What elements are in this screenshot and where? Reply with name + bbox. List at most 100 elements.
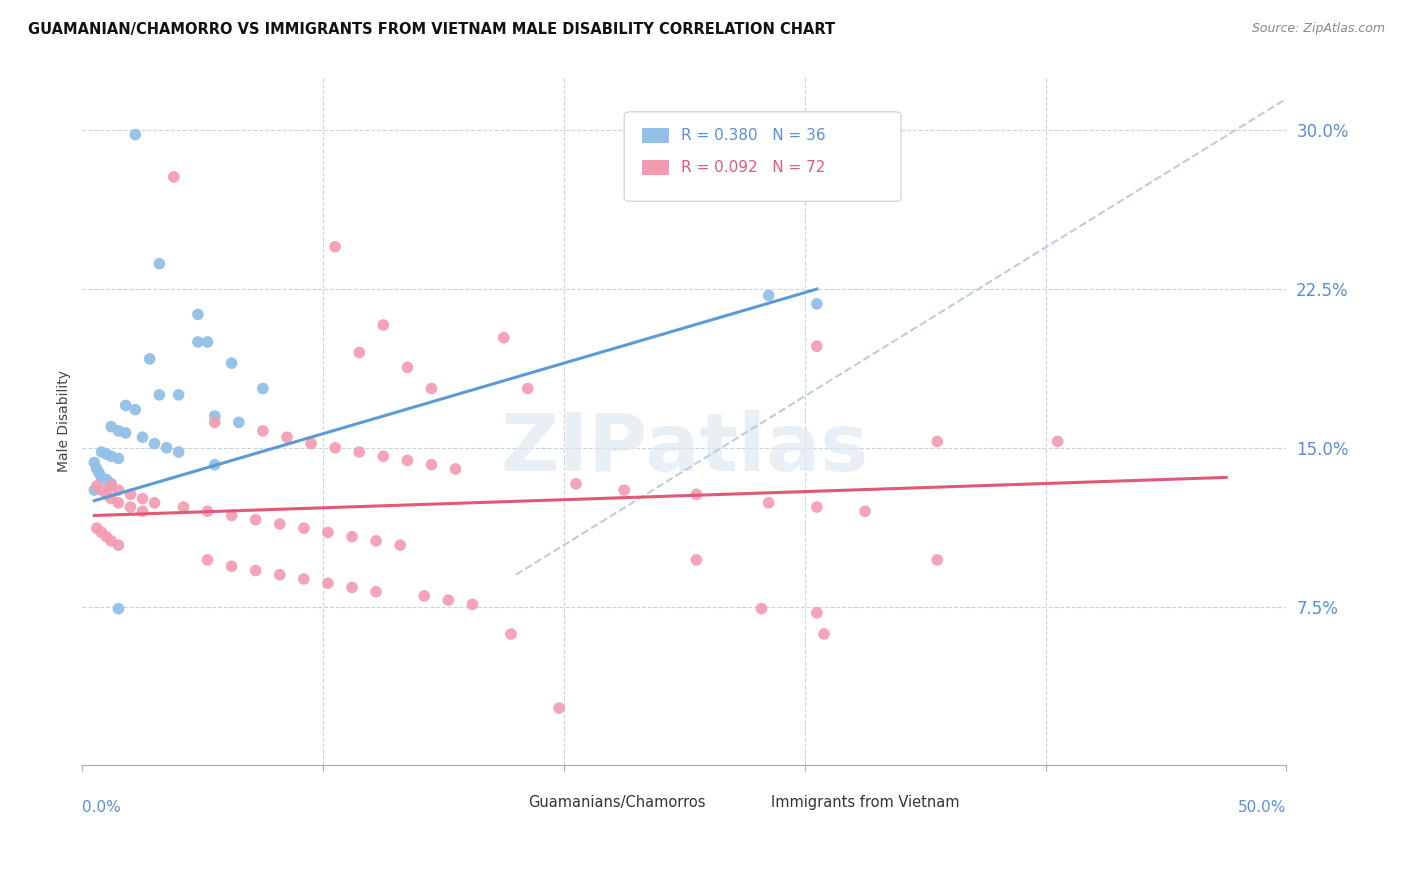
FancyBboxPatch shape xyxy=(643,128,669,143)
Text: GUAMANIAN/CHAMORRO VS IMMIGRANTS FROM VIETNAM MALE DISABILITY CORRELATION CHART: GUAMANIAN/CHAMORRO VS IMMIGRANTS FROM VI… xyxy=(28,22,835,37)
Point xyxy=(420,458,443,472)
Point xyxy=(197,504,219,518)
Point xyxy=(292,521,315,535)
Point xyxy=(340,581,363,595)
Point xyxy=(96,530,118,544)
Point xyxy=(389,538,412,552)
FancyBboxPatch shape xyxy=(624,112,901,202)
Point xyxy=(366,584,388,599)
Point xyxy=(107,601,129,615)
Point xyxy=(685,553,707,567)
Point xyxy=(927,434,949,449)
Point xyxy=(90,470,112,484)
Point xyxy=(83,483,105,497)
Point xyxy=(155,441,177,455)
Point xyxy=(167,388,190,402)
Point xyxy=(100,449,122,463)
Point xyxy=(252,382,274,396)
Point xyxy=(806,500,828,514)
Point xyxy=(90,483,112,497)
Point xyxy=(131,430,153,444)
Point xyxy=(758,288,780,302)
Point xyxy=(197,553,219,567)
Point xyxy=(758,496,780,510)
Point xyxy=(221,356,243,370)
Point xyxy=(373,449,395,463)
Point xyxy=(373,318,395,332)
Point xyxy=(148,257,170,271)
Point xyxy=(96,473,118,487)
Point xyxy=(245,513,267,527)
Point xyxy=(83,456,105,470)
Point xyxy=(86,521,108,535)
Point xyxy=(276,430,298,444)
Point xyxy=(107,451,129,466)
Point xyxy=(323,441,346,455)
Point xyxy=(124,128,146,142)
Point xyxy=(187,334,209,349)
Point xyxy=(167,445,190,459)
Point xyxy=(120,487,142,501)
Point xyxy=(100,476,122,491)
Point xyxy=(269,567,291,582)
Point xyxy=(90,525,112,540)
Text: R = 0.380   N = 36: R = 0.380 N = 36 xyxy=(681,128,825,143)
Point xyxy=(340,530,363,544)
Point xyxy=(204,409,226,423)
Point xyxy=(613,483,636,497)
Text: Source: ZipAtlas.com: Source: ZipAtlas.com xyxy=(1251,22,1385,36)
Point xyxy=(100,479,122,493)
FancyBboxPatch shape xyxy=(643,160,669,175)
Point xyxy=(86,462,108,476)
Point xyxy=(516,382,538,396)
Point xyxy=(107,424,129,438)
Point xyxy=(131,504,153,518)
Point xyxy=(396,453,419,467)
Point xyxy=(806,339,828,353)
Point xyxy=(349,345,371,359)
Point xyxy=(245,564,267,578)
Point xyxy=(299,436,322,450)
Text: 50.0%: 50.0% xyxy=(1239,799,1286,814)
Point xyxy=(100,419,122,434)
Point xyxy=(420,382,443,396)
Text: Guamanians/Chamorros: Guamanians/Chamorros xyxy=(527,795,706,810)
Point xyxy=(292,572,315,586)
Point xyxy=(138,351,160,366)
Point xyxy=(114,399,136,413)
Point xyxy=(148,388,170,402)
Point xyxy=(89,466,111,480)
Point xyxy=(143,436,166,450)
Text: ZIPatlas: ZIPatlas xyxy=(501,409,869,488)
Point xyxy=(444,462,467,476)
Point xyxy=(90,445,112,459)
Point xyxy=(107,483,129,497)
Point xyxy=(96,447,118,461)
Point xyxy=(187,308,209,322)
Point xyxy=(107,538,129,552)
Point xyxy=(269,516,291,531)
Point xyxy=(492,331,515,345)
Point xyxy=(197,334,219,349)
Point xyxy=(124,402,146,417)
Point xyxy=(853,504,876,518)
Point xyxy=(461,598,484,612)
Point xyxy=(806,606,828,620)
Point xyxy=(366,533,388,548)
Point xyxy=(349,445,371,459)
Point xyxy=(100,533,122,548)
FancyBboxPatch shape xyxy=(733,795,759,810)
Point xyxy=(437,593,460,607)
Point xyxy=(396,360,419,375)
FancyBboxPatch shape xyxy=(492,795,519,810)
Point xyxy=(499,627,522,641)
Point xyxy=(751,601,773,615)
Y-axis label: Male Disability: Male Disability xyxy=(58,370,72,473)
Text: Immigrants from Vietnam: Immigrants from Vietnam xyxy=(770,795,959,810)
Point xyxy=(685,487,707,501)
Point xyxy=(100,491,122,506)
Point xyxy=(86,479,108,493)
Point xyxy=(252,424,274,438)
Point xyxy=(120,500,142,514)
Point xyxy=(114,425,136,440)
